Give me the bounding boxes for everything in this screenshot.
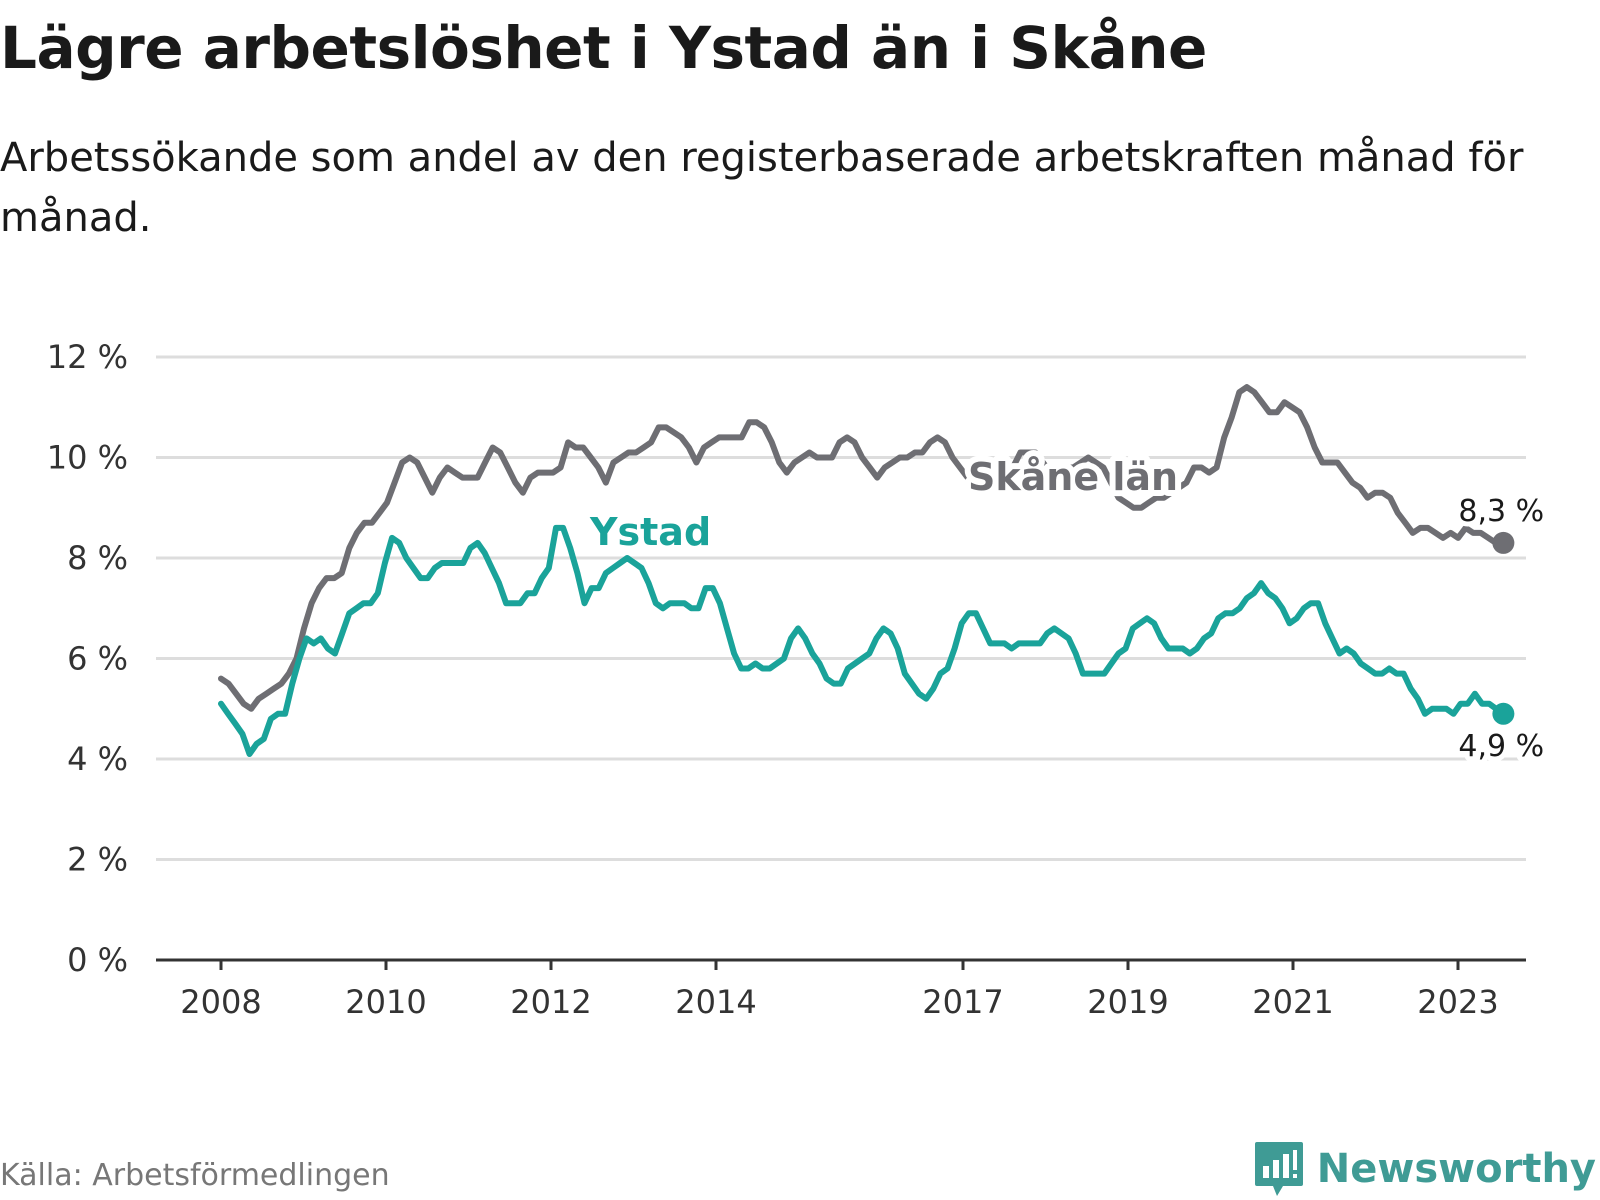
end-value-label-ystad: 4,9 % bbox=[1458, 729, 1544, 764]
gridlines bbox=[156, 355, 1526, 861]
y-tick-label: 4 % bbox=[67, 740, 128, 778]
x-tick-label: 2010 bbox=[345, 983, 426, 1021]
y-tick-label: 12 % bbox=[47, 338, 128, 376]
brand-name: Newsworthy bbox=[1316, 1146, 1596, 1192]
end-point-marker bbox=[1492, 702, 1515, 725]
brand-logo[interactable]: Newsworthy bbox=[1253, 1140, 1596, 1198]
x-tick-label: 2012 bbox=[510, 983, 591, 1021]
x-tick-label: 2019 bbox=[1087, 983, 1168, 1021]
series-lines bbox=[218, 384, 1515, 757]
x-tick-label: 2023 bbox=[1417, 983, 1498, 1021]
series-label-ystad: Ystad bbox=[589, 510, 711, 554]
source-note: Källa: Arbetsförmedlingen bbox=[0, 1158, 390, 1193]
series-line-skåne-län bbox=[218, 384, 1507, 712]
newsworthy-logo-icon bbox=[1254, 1142, 1303, 1196]
y-tick-label: 2 % bbox=[67, 841, 128, 879]
series-label-skane: Skåne län bbox=[968, 455, 1178, 499]
chart-title: Lägre arbetslöshet i Ystad än i Skåne bbox=[0, 14, 1207, 82]
end-value-label-skane: 8,3 % bbox=[1458, 494, 1544, 529]
x-tick-label: 2017 bbox=[922, 983, 1003, 1021]
x-tick-label: 2008 bbox=[180, 983, 261, 1021]
y-axis: 0 % 2 % 4 % 6 % 8 % 10 % 12 % bbox=[47, 338, 128, 979]
x-axis: 2008 2010 2012 2014 2017 2019 2021 2023 bbox=[156, 958, 1526, 1021]
series-labels: Skåne län Ystad 8,3 % 4,9 % bbox=[583, 449, 1549, 769]
y-tick-label: 6 % bbox=[67, 640, 128, 678]
chart-subtitle: Arbetssökande som andel av den registerb… bbox=[0, 135, 1524, 241]
y-tick-label: 10 % bbox=[47, 439, 128, 477]
y-tick-label: 0 % bbox=[67, 941, 128, 979]
y-tick-label: 8 % bbox=[67, 539, 128, 577]
series-line-ystad bbox=[218, 524, 1507, 757]
x-tick-label: 2014 bbox=[675, 983, 756, 1021]
x-tick-label: 2021 bbox=[1252, 983, 1333, 1021]
end-point-marker bbox=[1492, 531, 1515, 554]
